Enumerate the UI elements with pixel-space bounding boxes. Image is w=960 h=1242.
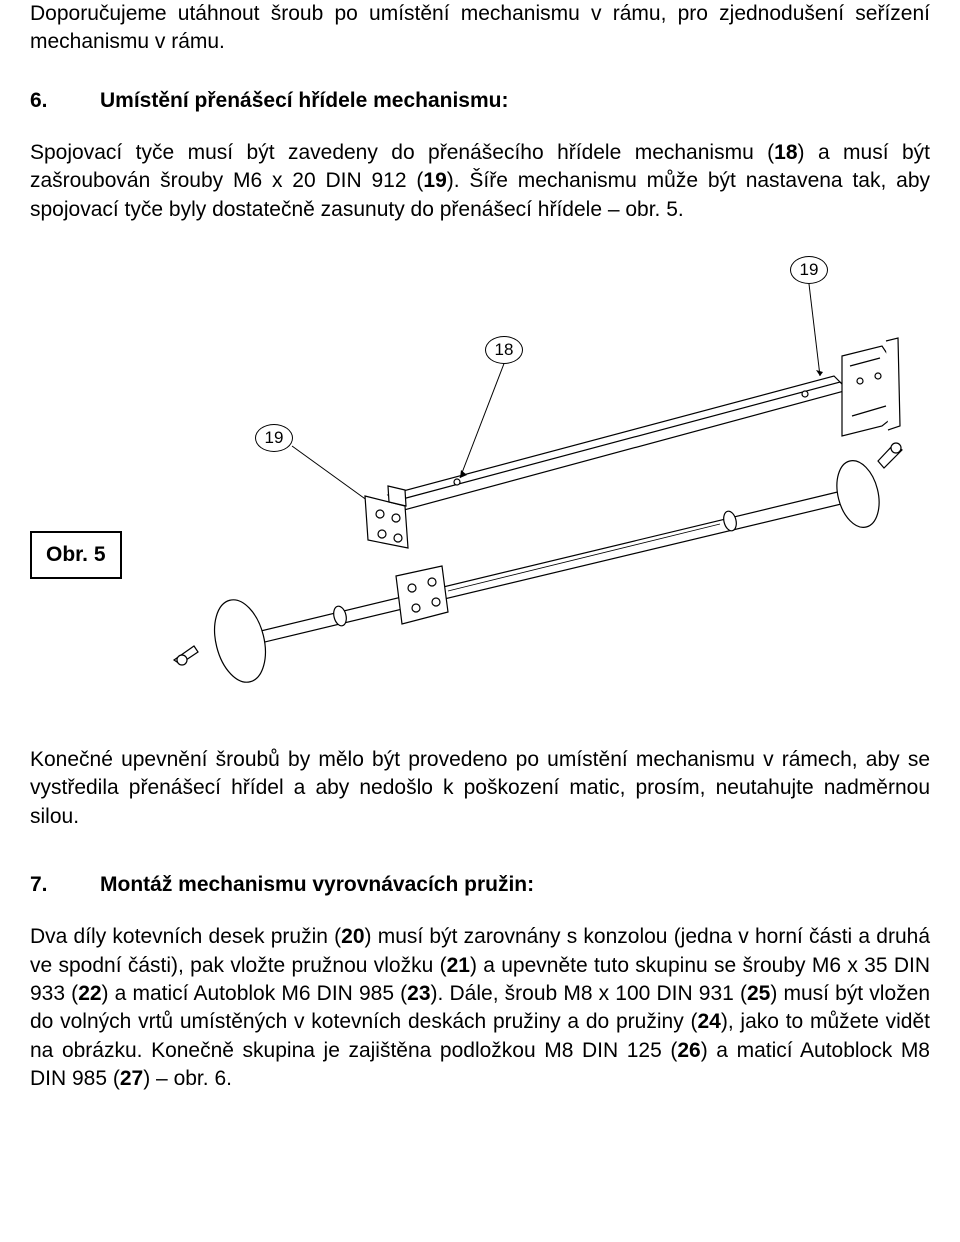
- ref-18: 18: [774, 141, 797, 164]
- figure-5: Obr. 5 19: [30, 246, 930, 716]
- section-7-p1: Dva díly kotevních desek pružin (20) mus…: [30, 923, 930, 1093]
- ref-21: 21: [447, 954, 470, 977]
- ref-24: 24: [697, 1010, 720, 1033]
- ref-26: 26: [677, 1039, 700, 1062]
- ref-25: 25: [747, 982, 770, 1005]
- section-7-heading: 7. Montáž mechanismu vyrovnávacích pruži…: [30, 871, 930, 899]
- intro-paragraph: Doporučujeme utáhnout šroub po umístění …: [30, 0, 930, 57]
- ref-27: 27: [120, 1067, 143, 1090]
- callout-19-left: 19: [255, 424, 293, 452]
- s7p1-e: ). Dále, šroub M8 x 100 DIN 931 (: [431, 982, 747, 1005]
- s6p1-a: Spojovací tyče musí být zavedeny do přen…: [30, 141, 774, 164]
- section-6-heading: 6. Umístění přenášecí hřídele mechanismu…: [30, 87, 930, 115]
- section-7-title: Montáž mechanismu vyrovnávacích pružin:: [100, 871, 534, 899]
- diagram-svg: [90, 246, 930, 706]
- ref-20: 20: [341, 925, 364, 948]
- s7p1-i: ) – obr. 6.: [143, 1067, 232, 1090]
- section-7-number: 7.: [30, 871, 100, 899]
- ref-19: 19: [423, 169, 446, 192]
- s7p1-d: ) a maticí Autoblok M6 DIN 985 (: [102, 982, 408, 1005]
- section-6-number: 6.: [30, 87, 100, 115]
- ref-22: 22: [78, 982, 101, 1005]
- section-6-title: Umístění přenášecí hřídele mechanismu:: [100, 87, 508, 115]
- ref-23: 23: [407, 982, 430, 1005]
- section-6-p1: Spojovací tyče musí být zavedeny do přen…: [30, 139, 930, 224]
- figure-5-diagram: 19: [90, 246, 930, 706]
- section-6-p2: Konečné upevnění šroubů by mělo být prov…: [30, 746, 930, 831]
- s7p1-a: Dva díly kotevních desek pružin (: [30, 925, 341, 948]
- callout-18: 18: [485, 336, 523, 364]
